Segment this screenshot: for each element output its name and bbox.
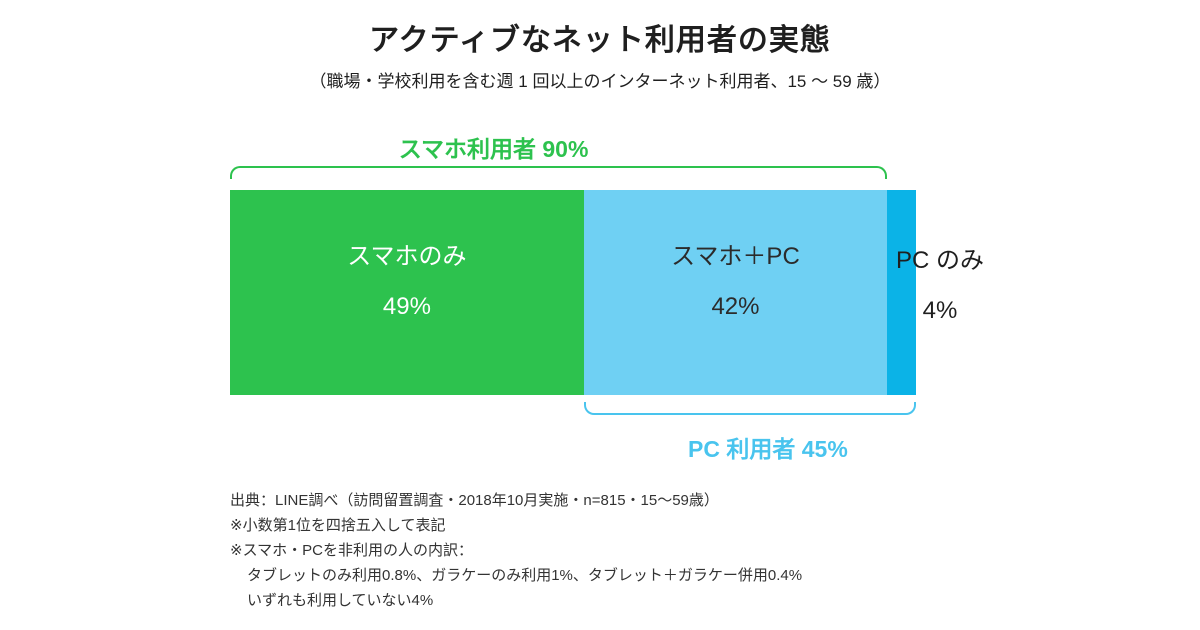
footnote-nonusers-detail-1: タブレットのみ利用0.8%、ガラケーのみ利用1%、タブレット＋ガラケー併用0.4… bbox=[247, 567, 803, 584]
footnotes: 出典：LINE調べ（訪問留置調査・2018年10月実施・n=815・15～59歳… bbox=[230, 488, 802, 613]
pc-users-bracket bbox=[583, 402, 916, 415]
footnote-rounding: ※小数第1位を四捨五入して表記 bbox=[230, 517, 446, 534]
segment-pc-only bbox=[887, 190, 916, 395]
segment-smartphone-and-pc-label: スマホ＋PC bbox=[671, 242, 800, 270]
stacked-bar-chart: スマホ利用者 90% スマホのみ 49% スマホ＋PC 42% PC のみ 4%… bbox=[230, 128, 984, 463]
segment-smartphone-only-label: スマホのみ bbox=[347, 242, 467, 270]
footnote-source: 出典：LINE調べ（訪問留置調査・2018年10月実施・n=815・15～59歳… bbox=[230, 492, 719, 509]
page-title: アクティブなネット利用者の実態 bbox=[369, 24, 831, 57]
pc-users-total-label: PC 利用者 45% bbox=[688, 436, 848, 462]
segment-pc-only-label-group: PC のみ 4% bbox=[896, 249, 984, 323]
segment-smartphone-only-value: 49% bbox=[382, 292, 431, 320]
footnote-nonusers-detail-2: いずれも利用していない4% bbox=[247, 592, 434, 609]
smartphone-users-bracket bbox=[230, 166, 888, 179]
segment-smartphone-and-pc: スマホ＋PC 42% bbox=[583, 190, 888, 395]
stacked-bar: スマホのみ 49% スマホ＋PC 42% PC のみ 4% bbox=[230, 190, 984, 395]
segment-pc-only-label: PC のみ bbox=[895, 247, 985, 275]
segment-smartphone-only: スマホのみ 49% bbox=[230, 190, 584, 395]
smartphone-users-total-label: スマホ利用者 90% bbox=[398, 136, 589, 162]
page-subtitle: （職場・学校利用を含む週 1 回以上のインターネット利用者、15 ～ 59 歳） bbox=[309, 72, 891, 91]
segment-smartphone-and-pc-value: 42% bbox=[711, 292, 760, 320]
segment-pc-only-value: 4% bbox=[922, 297, 958, 325]
footnote-nonusers-heading: ※スマホ・PCを非利用の人の内訳： bbox=[230, 542, 473, 559]
